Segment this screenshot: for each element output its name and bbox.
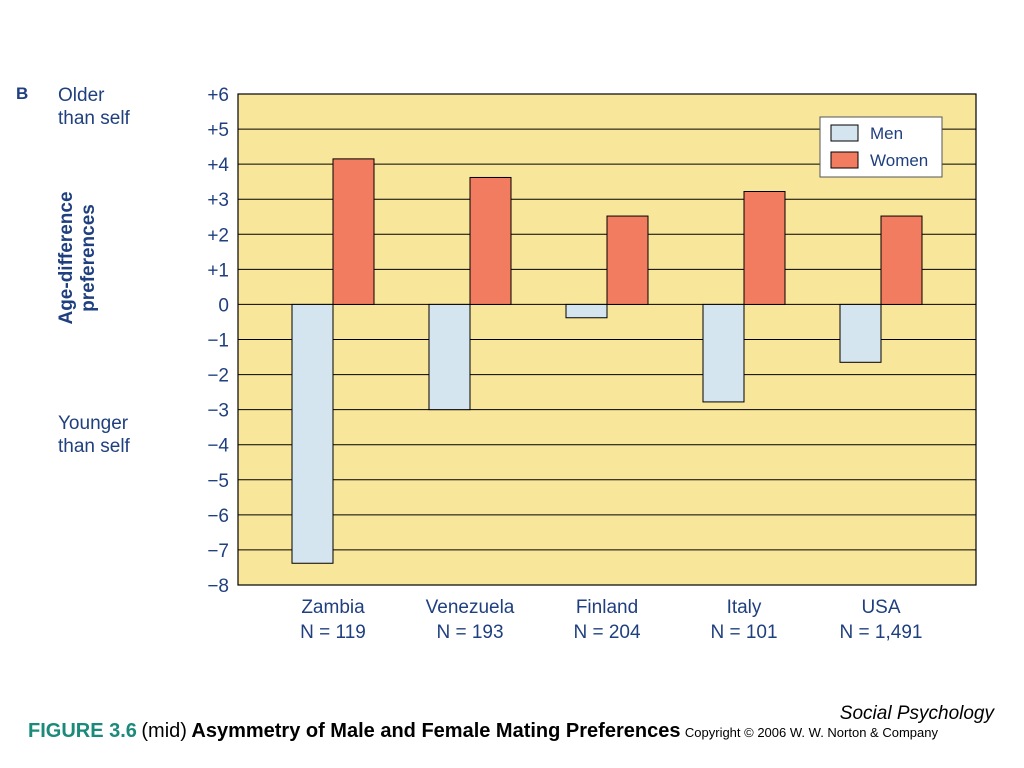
plot-border (237, 93, 977, 586)
y-tick-label: −1 (207, 331, 229, 352)
category-sample-size: N = 101 (710, 622, 777, 643)
bar-men-finland (565, 303, 608, 319)
y-tick-label: +1 (207, 260, 229, 281)
y-tick-label: +4 (207, 155, 229, 176)
caption-copyright: Copyright © 2006 W. W. Norton & Company (684, 725, 938, 740)
bar-women-italy (743, 190, 786, 305)
category-sample-size: N = 1,491 (840, 622, 923, 643)
y-tick-label: −5 (207, 471, 229, 492)
y-tick-label: −2 (207, 366, 229, 387)
caption-mid: (mid) (141, 720, 187, 742)
legend-label-men: Men (870, 124, 903, 143)
bar-women-usa (880, 215, 923, 305)
older-note-line-1: Older (58, 85, 105, 106)
y-tick-label: −6 (207, 506, 229, 527)
younger-note-line-2: than self (58, 436, 130, 457)
caption-title: Asymmetry of Male and Female Mating Pref… (191, 720, 681, 742)
bar-chart: +6 +5 +4 +3 +2 +1 0 −1 −2 −3 −4 −5 −6 −7 −8 Zambia N = 1… (207, 85, 977, 643)
category-label: Zambia (301, 597, 365, 618)
bar-men-usa (839, 303, 882, 363)
legend-label-women: Women (870, 151, 928, 170)
book-title: Social Psychology (839, 703, 994, 724)
category-label: Finland (576, 597, 638, 618)
y-tick-label: −3 (207, 401, 229, 422)
legend-swatch-men (830, 124, 859, 142)
younger-than-self-note: Younger than self (58, 412, 130, 458)
category-label: Venezuela (426, 597, 515, 618)
y-tick-label: +3 (207, 190, 229, 211)
younger-note-line-1: Younger (58, 413, 129, 434)
legend-swatch-women (830, 151, 859, 169)
y-tick-label: +5 (207, 120, 229, 141)
y-tick-label: +2 (207, 225, 229, 246)
bar-women-finland (606, 215, 649, 305)
category-sample-size: N = 193 (436, 622, 503, 643)
bar-men-zambia (291, 303, 334, 564)
figure-caption: FIGURE 3.6 (mid) Asymmetry of Male and F… (28, 720, 938, 743)
older-note-line-2: than self (58, 108, 130, 129)
bar-women-zambia (332, 158, 375, 305)
caption-figure-number: FIGURE 3.6 (28, 720, 137, 742)
y-tick-label: −4 (207, 436, 229, 457)
y-tick-label: −8 (207, 576, 229, 597)
category-sample-size: N = 119 (300, 622, 366, 643)
bar-women-venezuela (469, 176, 512, 305)
y-tick-label: +6 (207, 85, 229, 106)
y-tick-label: 0 (218, 295, 229, 316)
older-than-self-note: Older than self (58, 84, 130, 130)
panel-letter: B (16, 84, 29, 103)
y-tick-label: −7 (207, 541, 229, 562)
category-sample-size: N = 204 (573, 622, 641, 643)
bar-men-venezuela (428, 303, 471, 411)
bar-men-italy (702, 303, 745, 403)
category-label: USA (861, 597, 900, 618)
category-label: Italy (727, 597, 762, 618)
